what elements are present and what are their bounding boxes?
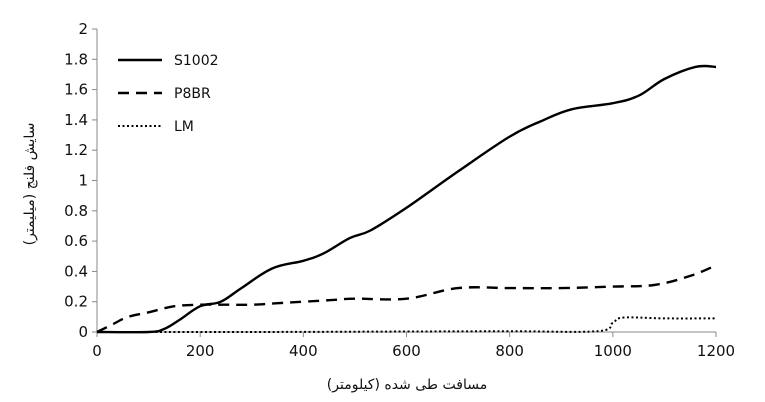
- y-tick-label: 0.4: [64, 262, 88, 280]
- series-line-lm: [96, 316, 717, 334]
- y-tick-label: 1.6: [64, 81, 88, 99]
- x-tick-label: 1200: [697, 342, 735, 360]
- x-tick-label: 1000: [594, 342, 632, 360]
- x-tick-label: 600: [392, 342, 421, 360]
- legend-label-lm: LM: [174, 119, 194, 135]
- series-line-p8br: [96, 264, 717, 334]
- y-tick-label: 0.2: [64, 293, 88, 311]
- series-line-s1002: [96, 64, 717, 334]
- y-tick-label: 1.4: [64, 111, 88, 129]
- y-tick-label: 1.2: [64, 141, 88, 159]
- y-tick-labels: 0 0.2 0.4 0.6 0.8 1 1.2 1.4 1.6 1.8 2: [64, 20, 88, 341]
- legend-label-s1002: S1002: [174, 53, 219, 69]
- x-tick-labels: 0 200 400 600 800 1000 1200: [92, 342, 735, 360]
- x-tick-label: 200: [186, 342, 215, 360]
- axes: [92, 28, 717, 337]
- y-tick-label: 0: [78, 323, 88, 341]
- y-tick-label: 2: [78, 20, 88, 38]
- y-tick-label: 0.8: [64, 202, 88, 220]
- legend: S1002 P8BR LM: [118, 53, 219, 135]
- x-axis-title: مسافت طی شده (کیلومتر): [327, 377, 487, 393]
- x-tick-label: 400: [289, 342, 318, 360]
- y-tick-label: 0.6: [64, 232, 88, 250]
- y-tick-label: 1: [78, 172, 88, 190]
- y-tick-label: 1.8: [64, 50, 88, 68]
- x-tick-label: 800: [495, 342, 524, 360]
- y-axis-title: سایش فلنج (میلیمتر): [22, 123, 38, 246]
- x-tick-label: 0: [92, 342, 102, 360]
- legend-label-p8br: P8BR: [174, 86, 211, 102]
- series-lines: [96, 64, 717, 334]
